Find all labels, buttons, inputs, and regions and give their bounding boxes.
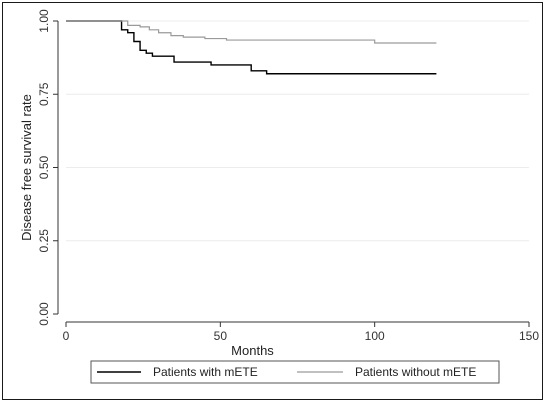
legend-box [90,360,500,384]
series-line-with-mete [66,20,437,75]
x-tick-label-2: 100 [365,329,385,343]
tick-labels: 0.00 0.25 0.50 0.75 1.00 0 50 100 150 [37,9,539,343]
y-axis-label: Disease free survival rate [19,94,34,241]
axes [53,20,530,327]
x-tick-label-1: 50 [214,329,228,343]
chart-frame: 0.00 0.25 0.50 0.75 1.00 0 50 100 150 Months Dis… [2,2,543,400]
series-line-without-mete [66,20,437,44]
y-tick-label-4: 1.00 [37,9,51,33]
x-tick-label-3: 150 [519,329,539,343]
x-tick-label-0: 0 [63,329,70,343]
y-tick-label-0: 0.00 [37,302,51,326]
x-axis-label: Months [231,343,274,358]
survival-chart: 0.00 0.25 0.50 0.75 1.00 0 50 100 150 Months Dis… [19,9,539,384]
legend-label-with-mete: Patients with mETE [153,365,258,379]
y-tick-label-1: 0.25 [37,229,51,253]
gridlines [66,20,529,242]
y-tick-label-3: 0.75 [37,82,51,106]
y-tick-label-2: 0.50 [37,155,51,179]
legend-label-without-mete: Patients without mETE [355,365,476,379]
legend: Patients with mETE Patients without mETE [90,360,500,384]
series-group [66,20,437,75]
